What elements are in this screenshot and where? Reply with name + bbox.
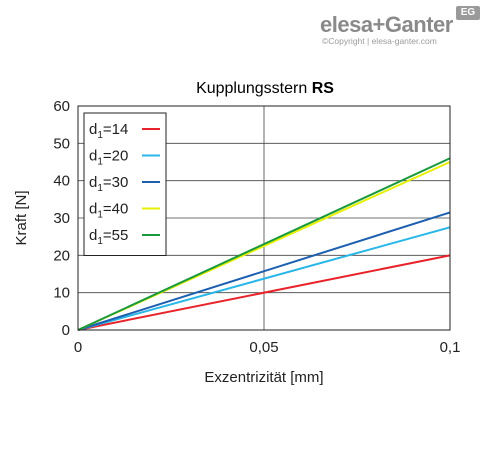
x-tick-label: 0,1 <box>440 339 461 356</box>
series-line-5 <box>77 157 451 331</box>
x-axis-label: Exzentrizität [mm] <box>204 369 323 386</box>
y-tick-label: 30 <box>53 210 70 227</box>
y-tick-label: 20 <box>53 247 70 264</box>
series-lines <box>77 157 451 331</box>
series-line-3 <box>77 211 451 331</box>
legend-label: d1=14 <box>89 121 128 141</box>
legend-label: d1=20 <box>89 148 128 168</box>
y-tick-label: 0 <box>62 322 70 339</box>
copyright-text: ©Copyright | elesa-ganter.com <box>322 36 437 46</box>
chart-title: Kupplungsstern RS <box>196 80 334 97</box>
logo-text: elesa+Ganter <box>320 12 453 37</box>
series-line-2 <box>77 226 451 331</box>
chart-title-bold: RS <box>312 80 335 97</box>
y-tick-label: 10 <box>53 285 70 302</box>
y-tick-label: 50 <box>53 135 70 152</box>
plot-frame <box>77 105 451 331</box>
legend-box <box>83 112 167 256</box>
brand-logo: elesa+Ganter EG <box>316 6 482 46</box>
legend-label: d1=40 <box>89 201 128 221</box>
y-tick-label: 40 <box>53 173 70 190</box>
y-axis-label: Kraft [N] <box>13 190 30 245</box>
logo-badge: EG <box>456 6 480 20</box>
x-tick-label: 0 <box>74 339 82 356</box>
legend-label: d1=30 <box>89 174 128 194</box>
series-line-1 <box>77 254 451 331</box>
tick-labels: 0 10 20 30 40 50 60 0 0,05 0,1 <box>53 98 460 356</box>
legend-label: d1=55 <box>89 227 128 247</box>
legend: d1=14 d1=20 d1=30 d1=40 d1=55 <box>83 112 167 256</box>
chart-title-main: Kupplungsstern <box>196 80 307 97</box>
x-tick-label: 0,05 <box>249 339 278 356</box>
y-tick-label: 60 <box>53 98 70 115</box>
